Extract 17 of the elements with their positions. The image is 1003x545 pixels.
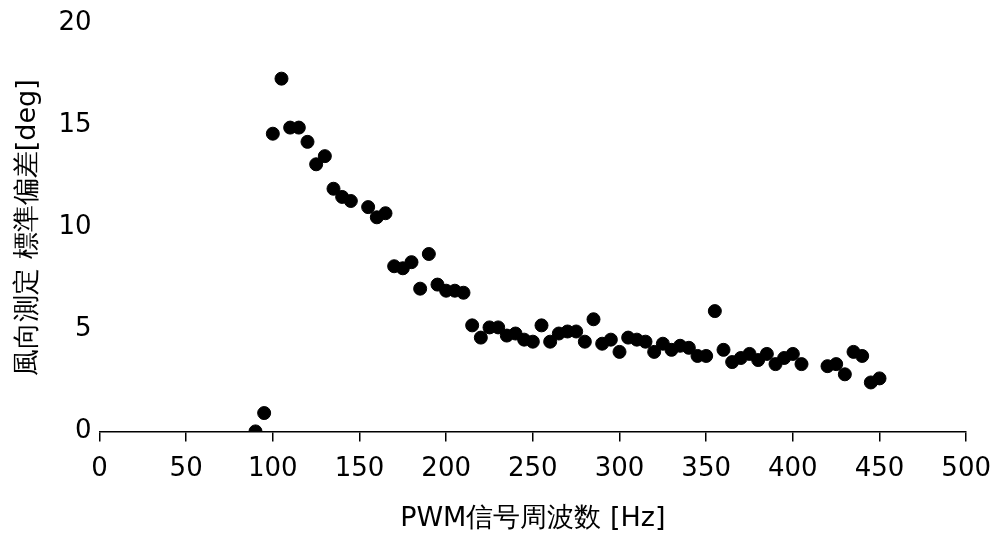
x-axis-title: PWM信号周波数 [Hz] — [400, 500, 666, 532]
x-tick-label: 250 — [508, 451, 558, 482]
x-tick-label: 150 — [334, 451, 385, 482]
x-tick-label: 500 — [941, 451, 992, 482]
x-tick-label: 200 — [421, 451, 471, 482]
y-tick-label: 5 — [74, 312, 92, 343]
y-tick-label: 10 — [58, 210, 92, 241]
x-tick-label: 450 — [854, 451, 905, 482]
x-tick-label: 300 — [594, 451, 645, 482]
y-tick-label: 0 — [74, 414, 92, 445]
x-tick-label: 400 — [768, 451, 818, 482]
x-tick-label: 100 — [248, 451, 298, 482]
x-tick-label: 50 — [169, 451, 203, 482]
y-tick-label: 15 — [58, 108, 92, 139]
x-tick-label: 350 — [681, 451, 731, 482]
y-axis-title: 風向測定 標準偏差[deg] — [10, 79, 42, 376]
y-tick-label: 20 — [58, 6, 92, 37]
